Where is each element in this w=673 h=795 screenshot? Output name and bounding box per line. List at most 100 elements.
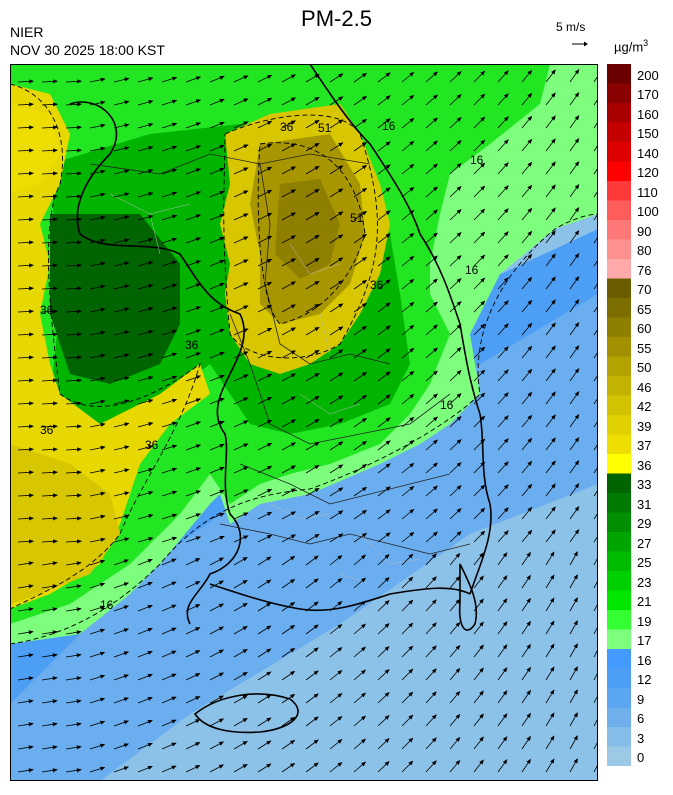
wind-arrow <box>473 552 484 566</box>
wind-arrow <box>305 647 319 658</box>
wind-arrow <box>353 554 367 566</box>
wind-arrow <box>353 669 367 681</box>
wind-arrow <box>425 553 437 566</box>
wind-arrow <box>41 355 58 360</box>
wind-arrow <box>569 758 578 773</box>
wind-arrow <box>89 720 106 727</box>
wind-arrow <box>185 558 201 566</box>
wind-arrow <box>65 125 82 130</box>
wind-arrow <box>569 436 580 451</box>
wind-arrow <box>497 346 509 359</box>
wind-arrow <box>545 712 555 727</box>
wind-arrow <box>329 119 344 129</box>
wind-arrow <box>569 735 578 750</box>
wind-arrow <box>401 94 415 106</box>
wind-arrow <box>449 552 461 566</box>
wind-arrow <box>449 393 462 405</box>
wind-arrow <box>17 194 34 199</box>
wind-arrow <box>17 561 34 566</box>
wind-arrow <box>89 100 106 106</box>
wind-arrow <box>593 282 598 290</box>
wind-arrow <box>233 649 248 658</box>
wind-arrow <box>65 493 82 498</box>
wind-arrow <box>329 761 343 773</box>
wind-arrow <box>569 68 580 83</box>
wind-arrow <box>353 95 368 106</box>
wind-arrow <box>353 233 368 244</box>
wind-arrow <box>41 286 58 291</box>
wind-arrow <box>281 120 297 129</box>
wind-arrow <box>113 192 130 198</box>
wind-arrow <box>521 620 531 635</box>
wind-arrow <box>497 621 508 635</box>
wind-arrow <box>233 98 249 106</box>
wind-arrow <box>257 534 273 543</box>
wind-arrow <box>593 443 598 451</box>
wind-arrow <box>545 643 555 658</box>
legend-label: 37 <box>637 438 652 454</box>
wind-arrow <box>161 283 178 290</box>
wind-arrow <box>449 370 462 382</box>
wind-arrow <box>257 373 273 382</box>
wind-arrow <box>593 167 598 175</box>
wind-arrow <box>113 399 130 405</box>
wind-arrow <box>233 489 249 497</box>
wind-arrow <box>137 651 153 658</box>
wind-arrow <box>353 164 368 175</box>
wind-arrow <box>377 417 391 428</box>
wind-arrow <box>113 307 130 313</box>
wind-arrow <box>377 210 391 221</box>
wind-arrow <box>113 559 130 566</box>
wind-arrow <box>281 235 297 244</box>
wind-arrow <box>593 420 598 428</box>
wind-arrow <box>89 674 106 681</box>
wind-arrow <box>353 72 368 83</box>
wind-arrow <box>113 169 130 175</box>
legend-label: 110 <box>637 184 658 200</box>
legend-swatch <box>607 532 631 553</box>
wind-arrow <box>305 624 319 635</box>
wind-arrow <box>425 278 438 290</box>
wind-arrow <box>545 345 556 359</box>
wind-arrow <box>281 281 297 290</box>
wind-arrow <box>209 351 225 359</box>
wind-arrow <box>161 558 177 566</box>
wind-arrow <box>185 260 202 267</box>
wind-arrow <box>449 209 462 221</box>
wind-arrow <box>305 73 320 83</box>
legend-label: 200 <box>637 67 659 83</box>
wind-arrow <box>497 736 508 750</box>
wind-arrow <box>305 762 319 773</box>
wind-arrow <box>401 485 415 497</box>
wind-arrow <box>233 603 248 612</box>
wind-arrow <box>425 668 437 681</box>
legend-swatch <box>607 610 631 631</box>
wind-arrow <box>281 258 297 267</box>
wind-arrow <box>569 505 580 520</box>
wind-arrow <box>185 719 201 727</box>
wind-arrow <box>593 489 598 497</box>
wind-arrow <box>425 324 438 336</box>
wind-arrow <box>281 373 297 382</box>
wind-arrow <box>209 466 225 474</box>
wind-arrow <box>353 279 368 290</box>
wind-arrow <box>593 190 598 198</box>
wind-arrow <box>569 597 578 612</box>
wind-arrow <box>593 351 598 359</box>
wind-arrow <box>569 666 578 681</box>
wind-arrow <box>569 551 578 566</box>
wind-arrow <box>449 232 462 244</box>
wind-arrow <box>425 737 437 750</box>
wind-arrow <box>329 280 344 290</box>
wind-arrow <box>353 600 367 612</box>
wind-arrow <box>425 622 437 635</box>
wind-arrow <box>161 237 178 244</box>
wind-arrow <box>497 208 509 221</box>
wind-arrow <box>65 378 82 383</box>
wind-arrow <box>329 669 343 681</box>
wind-arrow <box>425 209 438 221</box>
wind-arrow <box>209 443 225 451</box>
wind-arrow <box>401 622 414 635</box>
wind-arrow <box>449 439 462 451</box>
wind-arrow <box>329 96 344 106</box>
